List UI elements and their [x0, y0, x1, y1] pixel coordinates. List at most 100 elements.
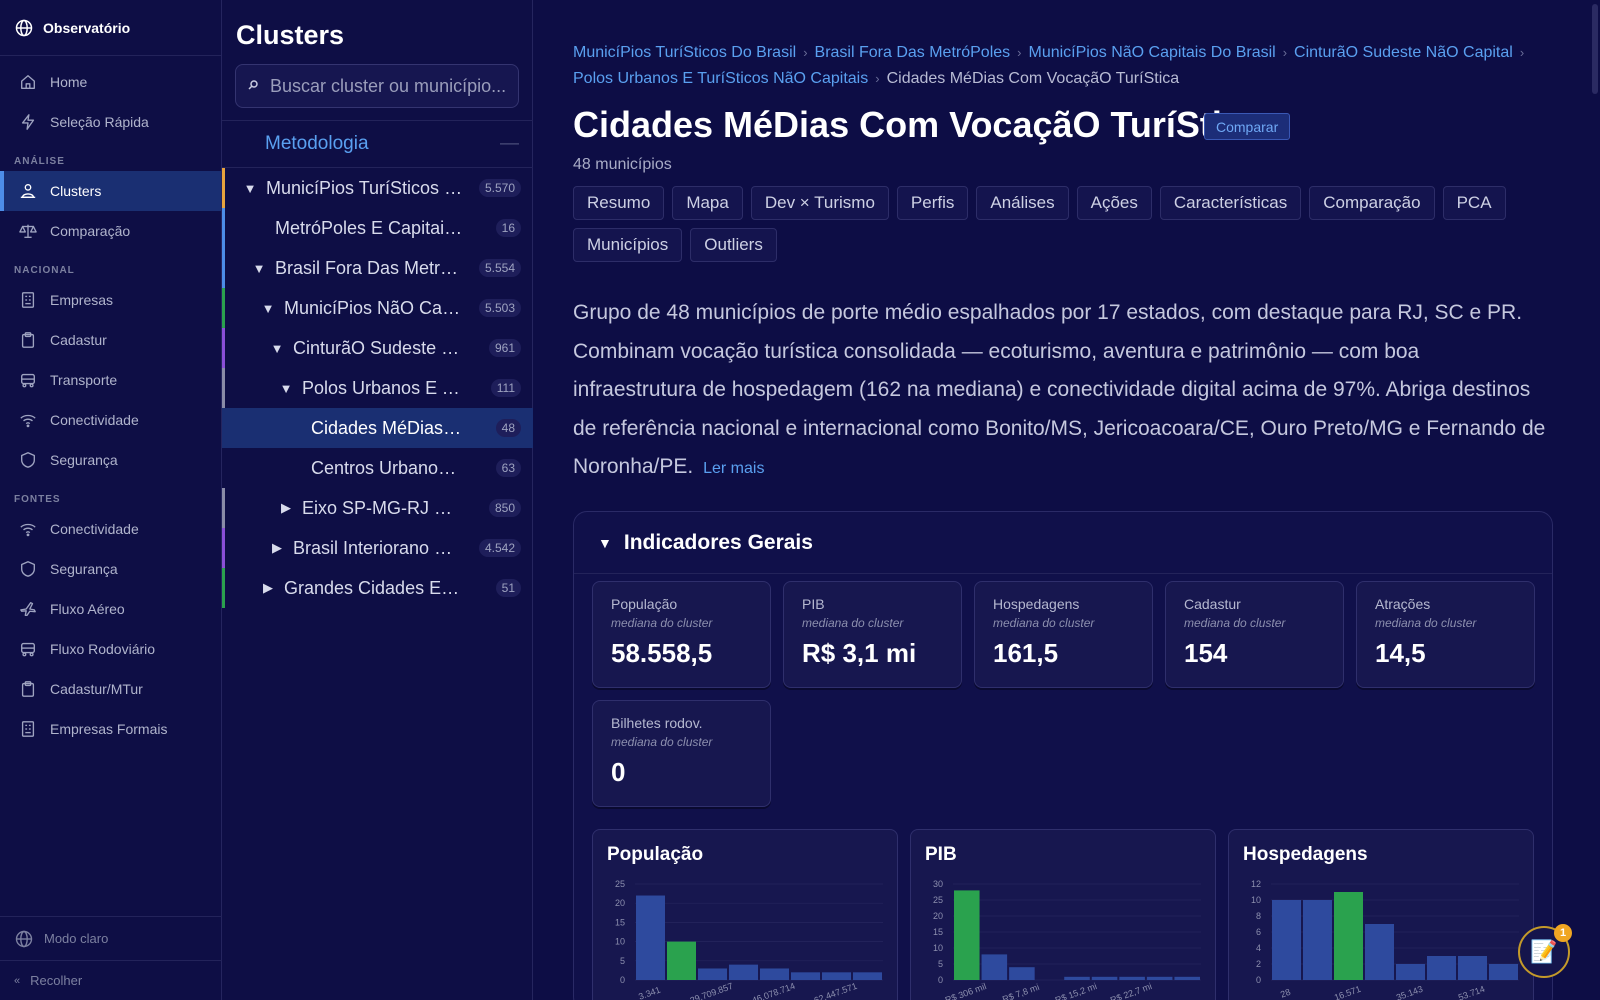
tab-resumo[interactable]: Resumo	[573, 186, 665, 220]
notes-button[interactable]: 📝 1	[1518, 924, 1572, 978]
chevron-right-icon: ›	[1519, 45, 1525, 60]
tab-perfis[interactable]: Perfis	[896, 186, 969, 220]
histogram-chart: 0 5 10 15 20 25 3.341 29.709.857 46.078.714 62.44…	[615, 879, 883, 1000]
nav-item-transporte[interactable]: Transporte	[0, 360, 221, 400]
tab-a-es[interactable]: Ações	[1076, 186, 1152, 220]
bus-icon	[18, 370, 38, 390]
nav-item-label: Segurança	[50, 561, 118, 577]
breadcrumb-link[interactable]: Brasil Fora Das MetróPoles	[814, 44, 1011, 61]
kpi-sub: mediana do cluster	[993, 616, 1095, 630]
kpi-label: População	[611, 596, 678, 612]
cluster-search[interactable]	[235, 64, 519, 108]
caret-down-icon[interactable]: ▼	[261, 300, 275, 316]
caret-down-icon[interactable]: ▼	[279, 380, 293, 396]
cluster-tree-item[interactable]: ▶ Eixo SP-MG-RJ De Pequeno Porte 850	[222, 488, 533, 528]
tab-caracter-sticas[interactable]: Características	[1159, 186, 1302, 220]
cluster-count-badge: 961	[488, 339, 521, 357]
tab-compara-o[interactable]: Comparação	[1309, 186, 1435, 220]
histogram-bar	[822, 972, 851, 980]
nav-item-label: Seleção Rápida	[50, 114, 149, 130]
cluster-label: MetróPoles E Capitais Estaduais	[275, 217, 463, 238]
kpi-card: Atrações mediana do cluster 14,5	[1356, 581, 1535, 688]
read-more-link[interactable]: Ler mais	[703, 460, 765, 477]
cluster-label: Cidades MéDias Com VocaçãO TuríStica	[311, 417, 463, 438]
caret-down-icon[interactable]: ▼	[252, 260, 266, 276]
nav-item-label: Clusters	[50, 183, 102, 199]
tab-outliers[interactable]: Outliers	[690, 228, 777, 262]
cluster-tree-item[interactable]: ▼ MunicíPios NãO Capitais Do Brasil 5.503	[222, 288, 533, 328]
chevron-right-icon: ›	[1282, 45, 1288, 60]
cluster-tree-item[interactable]: Centros Urbanos NãO Capitais 63	[222, 448, 533, 488]
breadcrumb-link[interactable]: Polos Urbanos E TuríSticos NãO Capitais	[573, 70, 869, 87]
nav-item-compara-o[interactable]: Comparação	[0, 211, 221, 251]
caret-down-icon[interactable]: ▼	[270, 340, 284, 356]
cluster-tree-item[interactable]: ▼ CinturãO Sudeste NãO Capital 961	[222, 328, 533, 368]
nav-item-conectividade[interactable]: Conectividade	[0, 509, 221, 549]
nav-item-conectividade[interactable]: Conectividade	[0, 400, 221, 440]
cluster-tree-item[interactable]: ▼ MunicíPios TuríSticos Do Brasil 5.570	[222, 168, 533, 208]
breadcrumb-link[interactable]: MunicíPios TuríSticos Do Brasil	[573, 44, 797, 61]
cluster-tree-item[interactable]: Cidades MéDias Com VocaçãO TuríStica 48	[222, 408, 533, 448]
level-color-bar	[222, 328, 225, 368]
wifi-icon	[18, 410, 38, 430]
tab-pca[interactable]: PCA	[1442, 186, 1506, 220]
section-header[interactable]: ▼ Indicadores Gerais	[574, 512, 1552, 574]
nav-item-home[interactable]: Home	[0, 62, 221, 102]
cluster-count-badge: 5.503	[478, 299, 521, 317]
caret-down-icon[interactable]: ▼	[243, 180, 257, 196]
nav-item-fluxo-a-reo[interactable]: Fluxo Aéreo	[0, 589, 221, 629]
chevron-right-icon: ›	[1017, 45, 1022, 60]
cluster-tree-item[interactable]: ▶ Brasil Interiorano Disperso 4.542	[222, 528, 533, 568]
histogram-card: Hospedagens 0 2 4 6 8 10 12 28 16.571 35.143 53.714	[1228, 829, 1534, 1000]
cluster-label: Grandes Cidades E Destinos	[284, 577, 463, 598]
histogram-card: PIB 0 5 10 15 20 25 30 R$ 306 mil R$ 7,8 mi R$ 15,…	[910, 829, 1216, 1000]
brand[interactable]: Observatório	[0, 0, 221, 56]
nav-item-sele-o-r-pida[interactable]: Seleção Rápida	[0, 102, 221, 142]
clusters-icon	[18, 181, 38, 201]
nav-item-cadastur-mtur[interactable]: Cadastur/MTur	[0, 669, 221, 709]
cluster-tree-item[interactable]: ▼ Brasil Fora Das MetróPoles 5.554	[222, 248, 533, 288]
nav-item-seguran-a[interactable]: Segurança	[0, 549, 221, 589]
cluster-tree-item[interactable]: MetróPoles E Capitais Estaduais 16	[222, 208, 533, 248]
cluster-tree: Metodologia — ▼ MunicíPios TuríSticos Do …	[222, 120, 533, 608]
histogram-bar	[1064, 976, 1090, 980]
nav-item-clusters[interactable]: Clusters	[0, 171, 221, 211]
nav-item-seguran-a[interactable]: Segurança	[0, 440, 221, 480]
nav-item-empresas[interactable]: Empresas	[0, 280, 221, 320]
caret-right-icon[interactable]: ▶	[281, 500, 291, 515]
nav-item-empresas-formais[interactable]: Empresas Formais	[0, 709, 221, 749]
kpi-card: Hospedagens mediana do cluster 161,5	[974, 581, 1153, 688]
shield-icon	[18, 450, 38, 470]
cluster-label: MunicíPios TuríSticos Do Brasil	[266, 177, 463, 198]
y-tick-label: 5	[938, 959, 943, 969]
caret-right-icon[interactable]: ▶	[272, 540, 282, 555]
nav-item-label: Empresas Formais	[50, 721, 168, 737]
methodology-link[interactable]: Metodologia —	[222, 120, 533, 168]
cluster-label: Brasil Interiorano Disperso	[293, 537, 463, 558]
search-input[interactable]	[270, 75, 510, 97]
theme-toggle[interactable]: Modo claro	[0, 916, 222, 960]
histogram-bar	[1396, 964, 1425, 980]
cluster-count-badge: 51	[495, 579, 521, 597]
tab-an-lises[interactable]: Análises	[976, 186, 1069, 220]
cluster-tree-item[interactable]: ▶ Grandes Cidades E Destinos 51	[222, 568, 533, 608]
nav-item-cadastur[interactable]: Cadastur	[0, 320, 221, 360]
cluster-count-badge: 5.570	[478, 179, 521, 197]
breadcrumb-link[interactable]: CinturãO Sudeste NãO Capital	[1294, 44, 1513, 61]
y-tick-label: 0	[620, 975, 625, 985]
tab-munic-pios[interactable]: Municípios	[573, 228, 683, 262]
breadcrumb-link[interactable]: MunicíPios NãO Capitais Do Brasil	[1028, 44, 1276, 61]
compare-button[interactable]: Comparar	[1204, 113, 1291, 140]
nav-item-label: Comparação	[50, 223, 131, 239]
tab-mapa[interactable]: Mapa	[672, 186, 743, 220]
cluster-tree-item[interactable]: ▼ Polos Urbanos E TuríSticos NãO Capitais…	[222, 368, 533, 408]
nav-item-fluxo-rodovi-rio[interactable]: Fluxo Rodoviário	[0, 629, 221, 669]
kpi-sub: mediana do cluster	[1184, 616, 1286, 630]
clipboard-icon	[18, 330, 38, 350]
collapse-button[interactable]: « Recolher	[0, 960, 222, 1000]
bus-icon	[18, 639, 38, 659]
tab-dev-turismo[interactable]: Dev × Turismo	[750, 186, 889, 220]
scrollbar[interactable]	[1592, 4, 1598, 94]
nav-item-label: Cadastur/MTur	[50, 681, 143, 697]
caret-right-icon[interactable]: ▶	[263, 580, 273, 595]
